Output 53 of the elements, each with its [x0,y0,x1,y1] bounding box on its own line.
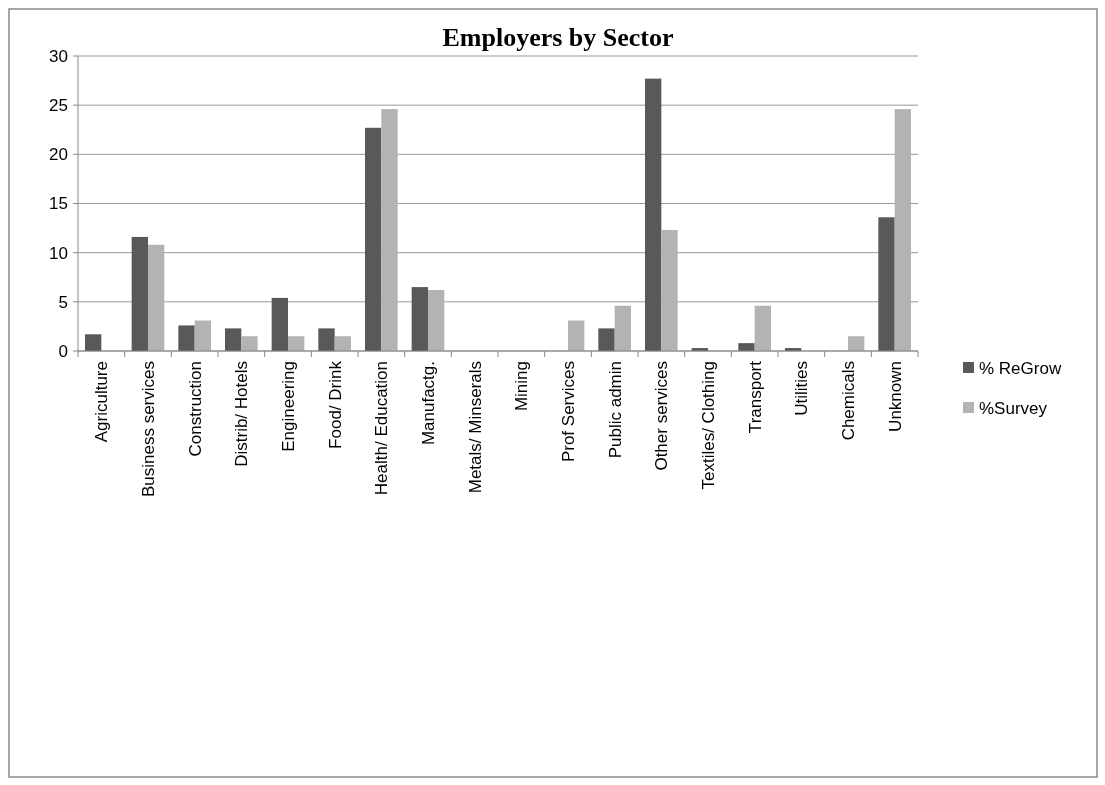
bar [334,336,351,351]
x-tick-label: Mining [512,361,532,412]
x-tick-label: Unknown [885,361,905,432]
y-tick-label: 0 [58,341,68,361]
bar [614,305,631,351]
x-tick-label: Engineering [278,361,298,452]
bar [598,328,615,351]
x-tick-label: Transport [745,360,765,434]
x-tick-label: Construction [185,361,205,457]
bar [365,127,382,351]
bar [754,305,771,351]
x-tick-label: Manufactg. [418,361,438,446]
bar [411,287,428,351]
y-tick-label: 10 [49,243,68,263]
x-tick-label: Metals/ Minserals [465,361,485,494]
y-tick-label: 15 [49,194,68,214]
x-tick-label: Food/ Drink [325,360,345,449]
bar [148,244,165,351]
x-tick-label: Distrib/ Hotels [232,361,252,467]
bar [568,320,585,351]
x-tick-label: Utilities [792,361,812,416]
bar [271,297,288,351]
bar [894,109,911,351]
bar [225,328,242,351]
bar [288,336,305,351]
y-tick-label: 5 [58,292,68,312]
bar [738,343,755,351]
x-tick-label: Textiles/ Clothing [698,361,718,490]
x-tick-label: Prof Services [558,361,578,463]
bar [178,325,195,351]
x-tick-label: Public admin [605,361,625,459]
y-tick-label: 25 [49,96,68,116]
bar [661,230,678,351]
bar [194,320,211,351]
bar [241,336,258,351]
y-tick-label: 20 [49,145,68,165]
bar [645,78,662,351]
legend-label: %Survey [979,398,1048,418]
bar [428,290,445,351]
legend-label: % ReGrow [979,358,1062,378]
x-tick-label: Other services [652,361,672,471]
x-tick-label: Chemicals [838,361,858,441]
x-tick-label: Health/ Education [372,361,392,496]
bar [848,336,865,351]
x-tick-label: Agriculture [92,361,112,443]
bar [131,236,148,351]
bar [878,217,895,351]
x-tick-label: Business services [138,361,158,498]
chart-title: Employers by Sector [442,23,674,52]
bar [85,334,102,351]
y-tick-label: 30 [49,46,68,66]
bar [318,328,335,351]
bar [381,109,398,351]
